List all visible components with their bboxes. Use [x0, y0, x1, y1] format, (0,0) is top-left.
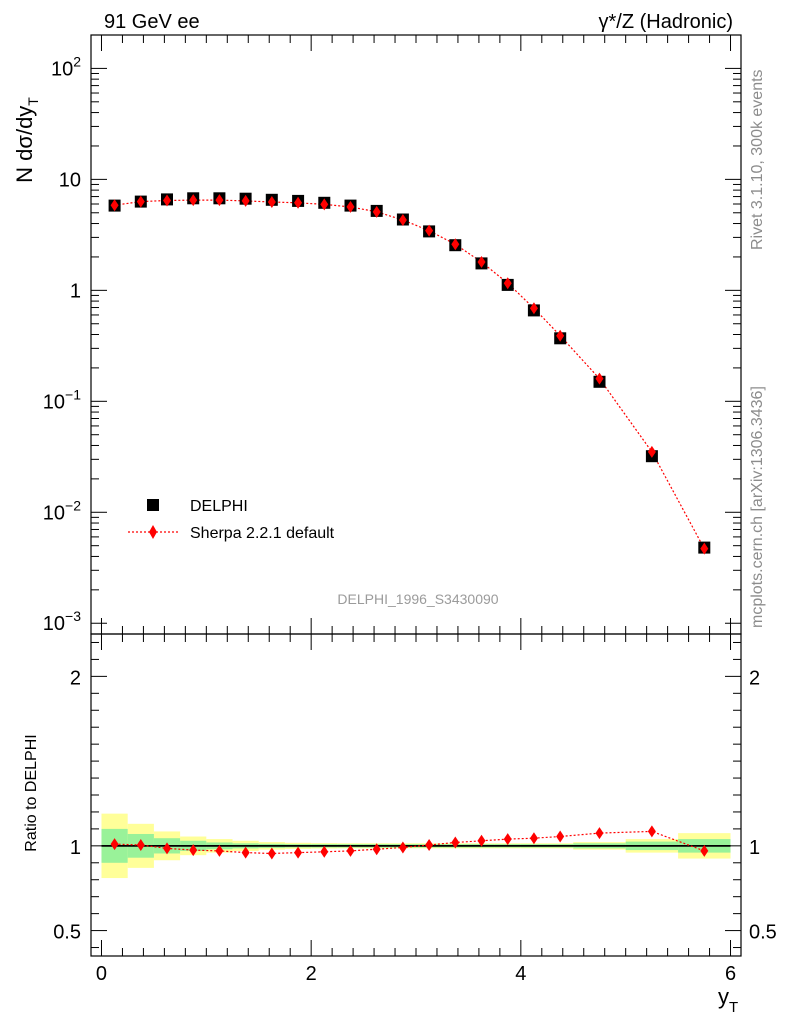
- mc-point: [189, 194, 198, 207]
- mc-point: [346, 200, 355, 213]
- y-tick-label: 1: [70, 280, 81, 302]
- y-tick-label: 102: [51, 53, 81, 80]
- svg-text:yT: yT: [718, 984, 738, 1016]
- header-right: γ*/Z (Hadronic): [599, 11, 733, 33]
- mc-point: [425, 224, 434, 237]
- mc-series-line: [114, 199, 705, 549]
- mc-ratio-point: [425, 838, 434, 851]
- ratio-y-tick-label-right: 1: [749, 837, 760, 859]
- mc-point: [398, 214, 407, 227]
- mc-ratio-point: [372, 843, 381, 856]
- y-tick-label: 10−3: [43, 608, 81, 635]
- svg-text:N dσ/dyT: N dσ/dyT: [12, 97, 41, 183]
- x-axis-title: yT: [718, 984, 738, 1016]
- header-left: 91 GeV ee: [104, 11, 200, 33]
- mc-point: [700, 542, 709, 555]
- x-tick-label: 6: [725, 963, 736, 985]
- mc-ratio-point: [241, 846, 250, 859]
- mc-ratio-point: [136, 838, 145, 851]
- mc-point: [136, 195, 145, 208]
- ratio-plot: 0.5 0.5 1 1 2 2 0 2 4 6: [53, 633, 777, 985]
- mc-ratio-point: [163, 842, 172, 855]
- mc-point: [372, 205, 381, 218]
- mc-ratio-point: [477, 834, 486, 847]
- mc-ratio-point: [398, 841, 407, 854]
- mc-ratio-point: [215, 844, 224, 857]
- mc-ratio-point: [110, 838, 119, 851]
- ratio-frame: [90, 633, 742, 957]
- ratio-y-tick-label-right: 0.5: [749, 922, 777, 944]
- ratio-y-axis-title: Ratio to DELPHI: [23, 734, 40, 851]
- mc-ratio-point: [595, 827, 604, 840]
- mc-ratio-point: [189, 844, 198, 857]
- x-tick-label: 0: [96, 963, 107, 985]
- mc-point: [647, 445, 656, 458]
- main-frame: [90, 34, 742, 635]
- mc-ratio-point: [529, 832, 538, 845]
- mcplots-label: mcplots.cern.ch [arXiv:1306.3436]: [749, 386, 766, 628]
- mc-point: [241, 194, 250, 207]
- main-plot: 10−3 10−2 10−1 1 10 102: [43, 34, 742, 635]
- mc-ratio-line: [114, 830, 705, 855]
- y-tick-label: 10: [59, 169, 81, 191]
- y-tick-label: 10−1: [43, 386, 81, 413]
- mc-point: [556, 329, 565, 342]
- x-tick-label: 2: [306, 963, 317, 985]
- legend-mc-label: Sherpa 2.2.1 default: [190, 525, 335, 542]
- x-tick-label: 4: [515, 963, 526, 985]
- mc-ratio-point: [451, 836, 460, 849]
- mc-point: [215, 194, 224, 207]
- legend-data-label: DELPHI: [190, 498, 248, 515]
- analysis-watermark: DELPHI_1996_S3430090: [337, 591, 498, 607]
- mc-point: [477, 256, 486, 269]
- mc-point: [451, 238, 460, 251]
- mc-ratio-point: [267, 847, 276, 860]
- legend-data-marker: [147, 499, 159, 511]
- mc-ratio-point: [503, 833, 512, 846]
- mc-ratio-point: [647, 825, 656, 838]
- mc-point: [529, 302, 538, 315]
- main-y-axis-title: N dσ/dyT: [12, 97, 41, 183]
- mc-ratio-point: [294, 846, 303, 859]
- legend-mc-marker: [149, 525, 157, 539]
- mc-point: [163, 194, 172, 207]
- mc-ratio-point: [556, 830, 565, 843]
- mc-point: [110, 199, 119, 212]
- ratio-y-tick-label-right: 2: [749, 667, 760, 689]
- mc-point: [267, 196, 276, 209]
- ratio-y-tick-label: 0.5: [53, 922, 81, 944]
- ratio-y-tick-label: 1: [70, 837, 81, 859]
- mc-point: [294, 196, 303, 209]
- mc-point: [503, 277, 512, 290]
- legend: DELPHI Sherpa 2.2.1 default: [128, 498, 335, 542]
- mc-point: [320, 198, 329, 211]
- y-tick-label: 10−2: [43, 497, 81, 524]
- rivet-label: Rivet 3.1.10, 300k events: [749, 69, 766, 250]
- mc-ratio-point: [700, 844, 709, 857]
- mc-ratio-point: [346, 844, 355, 857]
- ratio-y-tick-label: 2: [70, 667, 81, 689]
- mc-point: [595, 372, 604, 385]
- mc-ratio-point: [320, 845, 329, 858]
